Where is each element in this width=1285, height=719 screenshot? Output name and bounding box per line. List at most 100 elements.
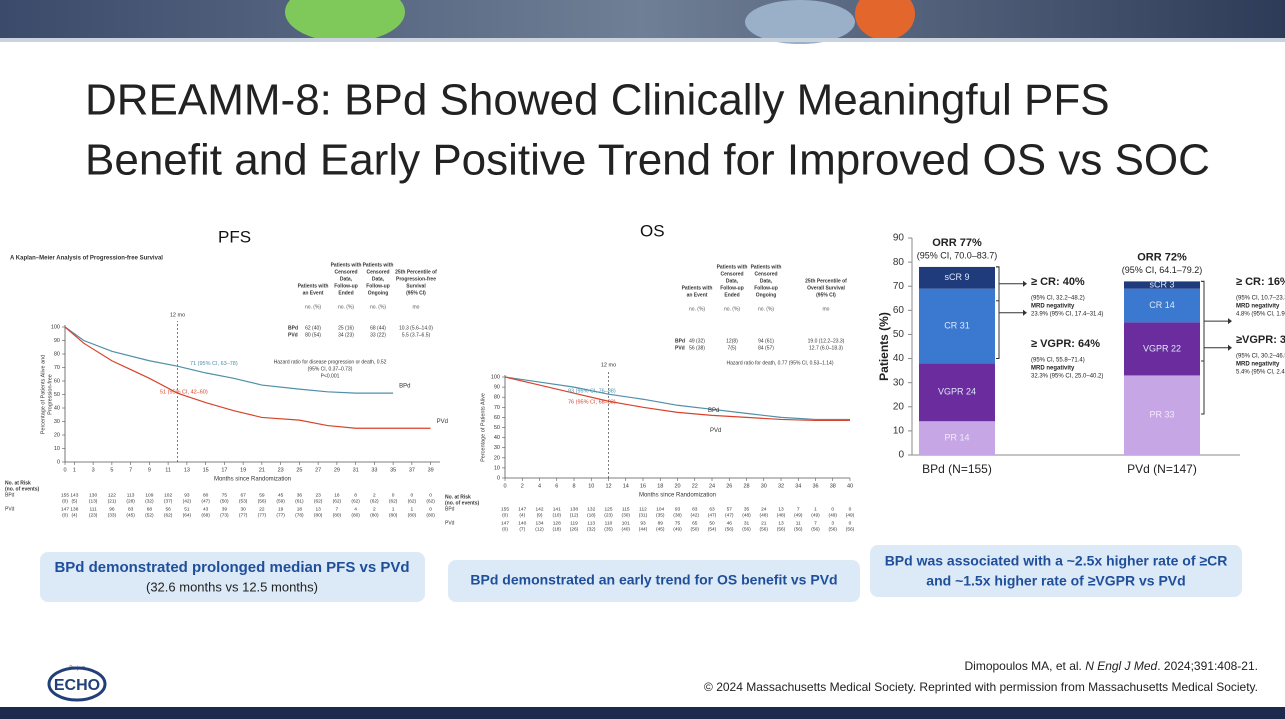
risk-events: (32)	[145, 498, 154, 504]
risk-count: 0	[429, 506, 432, 512]
table-header: Ongoing	[368, 290, 389, 296]
risk-events: (44)	[639, 526, 648, 532]
risk-count: 147	[518, 506, 526, 512]
table-cell: 25 (16)	[338, 325, 354, 331]
x-tick-label: 26	[726, 483, 732, 489]
y-axis-label: Percentage of Patients Alive	[480, 393, 486, 462]
slide-title: DREAMM-8: BPd Showed Clinically Meaningf…	[85, 76, 1110, 125]
risk-count: 0	[411, 492, 414, 498]
table-note: (95% CI, 0.37–0.73)	[308, 366, 353, 372]
risk-count: 11	[796, 520, 801, 526]
caption: BPd demonstrated prolonged median PFS vs…	[54, 559, 409, 576]
risk-count: 143	[70, 492, 78, 498]
table-cell: 5.5 (3.7–6.5)	[402, 332, 431, 338]
risk-events: (56)	[258, 498, 267, 504]
risk-count: 111	[89, 506, 97, 512]
y-tick-label: 50	[494, 425, 500, 431]
x-tick-label: 16	[640, 483, 646, 489]
risk-events: (80)	[314, 512, 323, 518]
risk-count: 36	[297, 492, 303, 498]
risk-events: (64)	[183, 512, 192, 518]
x-tick-label: 13	[184, 467, 190, 473]
x-tick-label: 12	[605, 483, 611, 489]
annotation: (95% CI, 55.8–71.4)	[1031, 358, 1085, 364]
risk-events: (35)	[604, 526, 613, 532]
banner-edge	[0, 38, 1285, 42]
annotation: ≥VGPR: 38%	[1236, 334, 1285, 346]
risk-events: (56)	[828, 526, 837, 532]
risk-count: 96	[109, 506, 115, 512]
risk-count: 83	[692, 506, 698, 512]
series-label: BPd	[399, 384, 410, 390]
risk-count: 0	[849, 506, 852, 512]
annotation: 32.3% (95% CI, 25.0–40.2)	[1031, 374, 1103, 380]
citation-part: . 2024;391:408-21.	[1157, 659, 1258, 673]
risk-count: 18	[297, 506, 303, 512]
y-axis-label: Patients (%)	[877, 312, 891, 381]
y-tick-label: 80	[494, 395, 500, 401]
x-tick-label: 30	[761, 483, 767, 489]
y-tick-label: 10	[893, 426, 905, 437]
risk-events: (78)	[295, 512, 304, 518]
risk-events: (21)	[108, 498, 117, 504]
table-header: Follow-up	[334, 283, 358, 289]
table-cell: 49 (32)	[689, 338, 705, 344]
orr-ci: (95% CI, 64.1–79.2)	[1122, 265, 1203, 275]
risk-count: 19	[278, 506, 284, 512]
risk-count: 104	[656, 506, 664, 512]
risk-events: (45)	[126, 512, 135, 518]
risk-count: 115	[622, 506, 630, 512]
series-label: BPd	[708, 408, 719, 414]
risk-events: (48)	[777, 512, 786, 518]
table-header: Censored	[334, 269, 357, 275]
table-header: Follow-up	[754, 285, 778, 291]
x-tick-label: 18	[657, 483, 663, 489]
risk-events: (9)	[537, 512, 543, 518]
risk-count: 138	[570, 506, 578, 512]
risk-count: 63	[709, 506, 715, 512]
risk-events: (33)	[108, 512, 117, 518]
risk-events: (28)	[126, 498, 135, 504]
risk-events: (62)	[426, 498, 435, 504]
risk-count: 0	[831, 506, 834, 512]
risk-count: 119	[570, 520, 578, 526]
value-label: sCR 3	[1149, 279, 1174, 289]
risk-events: (50)	[690, 526, 699, 532]
table-header: Patients with	[298, 283, 329, 289]
annotation: 4.8% (95% CI, 1.9–9.6)	[1236, 312, 1285, 318]
risk-events: (10)	[552, 512, 561, 518]
table-cell: 12.7 (6.0–18.3)	[809, 345, 843, 351]
x-tick-label: BPd (N=155)	[922, 462, 992, 476]
table-header: Data,	[372, 276, 385, 282]
risk-events: (80)	[408, 512, 417, 518]
risk-events: (42)	[690, 512, 699, 518]
risk-events: (31)	[639, 512, 648, 518]
risk-events: (23)	[604, 512, 613, 518]
risk-events: (62)	[408, 498, 417, 504]
risk-events: (30)	[621, 512, 630, 518]
risk-events: (42)	[183, 498, 192, 504]
risk-count: 39	[222, 506, 228, 512]
x-tick-label: 38	[830, 483, 836, 489]
risk-count: 45	[278, 492, 284, 498]
risk-count: 109	[145, 492, 153, 498]
risk-count: 113	[587, 520, 595, 526]
x-tick-label: 25	[296, 467, 302, 473]
slide: DREAMM-8: BPd Showed Clinically Meaningf…	[0, 0, 1285, 719]
risk-events: (49)	[794, 512, 803, 518]
risk-events: (12)	[535, 526, 544, 532]
risk-count: 113	[127, 492, 135, 498]
risk-row-name: PVd	[5, 506, 15, 512]
y-tick-label: 10	[494, 465, 500, 471]
x-tick-label: 40	[847, 483, 853, 489]
value-label: sCR 9	[944, 272, 969, 282]
y-tick-label: 50	[893, 329, 905, 340]
y-tick-label: 90	[494, 385, 500, 391]
annotation: MRD negativity	[1031, 304, 1075, 310]
risk-count: 75	[675, 520, 681, 526]
risk-count: 0	[392, 492, 395, 498]
y-tick-label: 100	[491, 374, 500, 380]
x-tick-label: 4	[538, 483, 541, 489]
annotation: MRD negativity	[1236, 362, 1280, 368]
table-cell: PVd	[288, 332, 298, 338]
